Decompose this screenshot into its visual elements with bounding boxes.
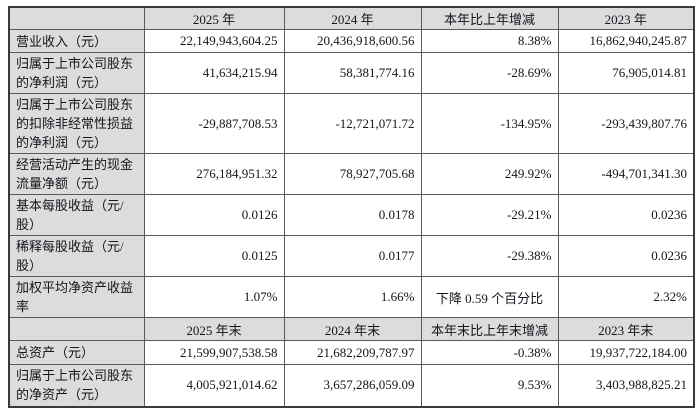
cell-change: 9.53% (420, 364, 559, 407)
cell-2023: 16,862,940,245.87 (557, 29, 695, 53)
cell-change: 下降 0.59 个百分比 (420, 276, 559, 318)
cell-2025: 276,184,951.32 (143, 153, 285, 195)
row-label: 稀释每股收益（元/股） (8, 235, 145, 277)
table-row-total-assets: 总资产（元） 21,599,907,538.58 21,682,209,787.… (8, 340, 695, 365)
row-label: 经营活动产生的现金流量净额（元） (8, 153, 145, 195)
cell-change: -29.21% (420, 194, 559, 236)
cell-2024: 78,927,705.68 (283, 153, 422, 195)
header-blank (8, 317, 145, 341)
cell-2024: 58,381,774.16 (283, 52, 422, 94)
header-eop-change: 本年末比上年末增减 (420, 317, 559, 341)
row-label: 加权平均净资产收益率 (8, 276, 145, 318)
header-2023: 2023 年 (557, 6, 695, 30)
cell-2024: 1.66% (283, 276, 422, 318)
header-2024-eop: 2024 年末 (283, 317, 422, 341)
header-2025: 2025 年 (143, 6, 285, 30)
cell-2023: 3,403,988,825.21 (557, 364, 695, 407)
cell-2025: 4,005,921,014.62 (143, 364, 285, 407)
cell-change: -29.38% (420, 235, 559, 277)
header-yoy-change: 本年比上年增减 (420, 6, 559, 30)
cell-change: -0.38% (420, 340, 559, 365)
cell-2024: 20,436,918,600.56 (283, 29, 422, 53)
cell-2023: -293,439,807.76 (557, 93, 695, 154)
financial-summary-table: 2025 年 2024 年 本年比上年增减 2023 年 营业收入（元） 22,… (8, 6, 695, 408)
row-label: 归属于上市公司股东的净利润（元） (8, 52, 145, 94)
cell-2023: 2.32% (557, 276, 695, 318)
cell-2024: 0.0177 (283, 235, 422, 277)
eop-header-row: 2025 年末 2024 年末 本年末比上年末增减 2023 年末 (8, 317, 695, 341)
table-row-net-profit-excl-nonrecurring: 归属于上市公司股东的扣除非经常性损益的净利润（元） -29,887,708.53… (8, 93, 695, 154)
cell-2025: 1.07% (143, 276, 285, 318)
row-label: 归属于上市公司股东的扣除非经常性损益的净利润（元） (8, 93, 145, 154)
cell-2023: 0.0236 (557, 194, 695, 236)
cell-2025: 41,634,215.94 (143, 52, 285, 94)
row-label: 归属于上市公司股东的净资产（元） (8, 364, 145, 407)
cell-2023: -494,701,341.30 (557, 153, 695, 195)
cell-2024: 3,657,286,059.09 (283, 364, 422, 407)
table-row-diluted-eps: 稀释每股收益（元/股） 0.0125 0.0177 -29.38% 0.0236 (8, 235, 695, 277)
row-label: 营业收入（元） (8, 29, 145, 53)
period-header-row: 2025 年 2024 年 本年比上年增减 2023 年 (8, 6, 695, 30)
table-row-weighted-avg-roe: 加权平均净资产收益率 1.07% 1.66% 下降 0.59 个百分比 2.32… (8, 276, 695, 318)
cell-2025: 21,599,907,538.58 (143, 340, 285, 365)
cell-2024: 0.0178 (283, 194, 422, 236)
table-row-net-assets: 归属于上市公司股东的净资产（元） 4,005,921,014.62 3,657,… (8, 364, 695, 407)
cell-2025: 0.0126 (143, 194, 285, 236)
cell-2023: 0.0236 (557, 235, 695, 277)
cell-change: -28.69% (420, 52, 559, 94)
table-row-basic-eps: 基本每股收益（元/股） 0.0126 0.0178 -29.21% 0.0236 (8, 194, 695, 236)
table-row-net-profit: 归属于上市公司股东的净利润（元） 41,634,215.94 58,381,77… (8, 52, 695, 94)
table-row-revenue: 营业收入（元） 22,149,943,604.25 20,436,918,600… (8, 29, 695, 53)
cell-2025: 0.0125 (143, 235, 285, 277)
header-2024: 2024 年 (283, 6, 422, 30)
cell-2025: -29,887,708.53 (143, 93, 285, 154)
cell-2024: -12,721,071.72 (283, 93, 422, 154)
header-2025-eop: 2025 年末 (143, 317, 285, 341)
table-row-operating-cash-flow: 经营活动产生的现金流量净额（元） 276,184,951.32 78,927,7… (8, 153, 695, 195)
cell-change: 8.38% (420, 29, 559, 53)
row-label: 基本每股收益（元/股） (8, 194, 145, 236)
cell-2024: 21,682,209,787.97 (283, 340, 422, 365)
cell-2023: 19,937,722,184.00 (557, 340, 695, 365)
header-blank (8, 6, 145, 30)
cell-change: 249.92% (420, 153, 559, 195)
cell-2025: 22,149,943,604.25 (143, 29, 285, 53)
cell-change: -134.95% (420, 93, 559, 154)
cell-2023: 76,905,014.81 (557, 52, 695, 94)
row-label: 总资产（元） (8, 340, 145, 365)
header-2023-eop: 2023 年末 (557, 317, 695, 341)
